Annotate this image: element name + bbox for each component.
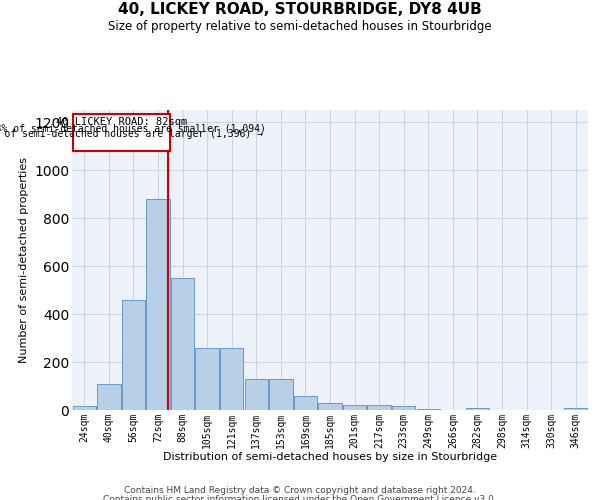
Bar <box>294 396 317 410</box>
Bar <box>220 348 244 410</box>
Bar <box>97 384 121 410</box>
Bar <box>319 403 341 410</box>
Bar <box>367 405 391 410</box>
Bar <box>73 406 96 410</box>
Y-axis label: Number of semi-detached properties: Number of semi-detached properties <box>19 157 29 363</box>
Bar <box>269 379 293 410</box>
Text: Distribution of semi-detached houses by size in Stourbridge: Distribution of semi-detached houses by … <box>163 452 497 462</box>
Bar <box>416 409 440 410</box>
Bar <box>392 406 415 410</box>
Bar <box>564 408 587 410</box>
Text: 55% of semi-detached houses are larger (1,396) →: 55% of semi-detached houses are larger (… <box>0 130 263 140</box>
FancyBboxPatch shape <box>73 114 170 151</box>
Bar <box>466 408 489 410</box>
Text: ← 43% of semi-detached houses are smaller (1,094): ← 43% of semi-detached houses are smalle… <box>0 124 265 134</box>
Bar <box>245 379 268 410</box>
Text: 40 LICKEY ROAD: 82sqm: 40 LICKEY ROAD: 82sqm <box>56 117 187 127</box>
Text: 40, LICKEY ROAD, STOURBRIDGE, DY8 4UB: 40, LICKEY ROAD, STOURBRIDGE, DY8 4UB <box>118 2 482 18</box>
Bar <box>196 348 219 410</box>
Bar <box>146 199 170 410</box>
Text: Contains public sector information licensed under the Open Government Licence v3: Contains public sector information licen… <box>103 495 497 500</box>
Text: Size of property relative to semi-detached houses in Stourbridge: Size of property relative to semi-detach… <box>108 20 492 33</box>
Text: Contains HM Land Registry data © Crown copyright and database right 2024.: Contains HM Land Registry data © Crown c… <box>124 486 476 495</box>
Bar <box>343 405 366 410</box>
Bar <box>122 300 145 410</box>
Bar <box>171 278 194 410</box>
